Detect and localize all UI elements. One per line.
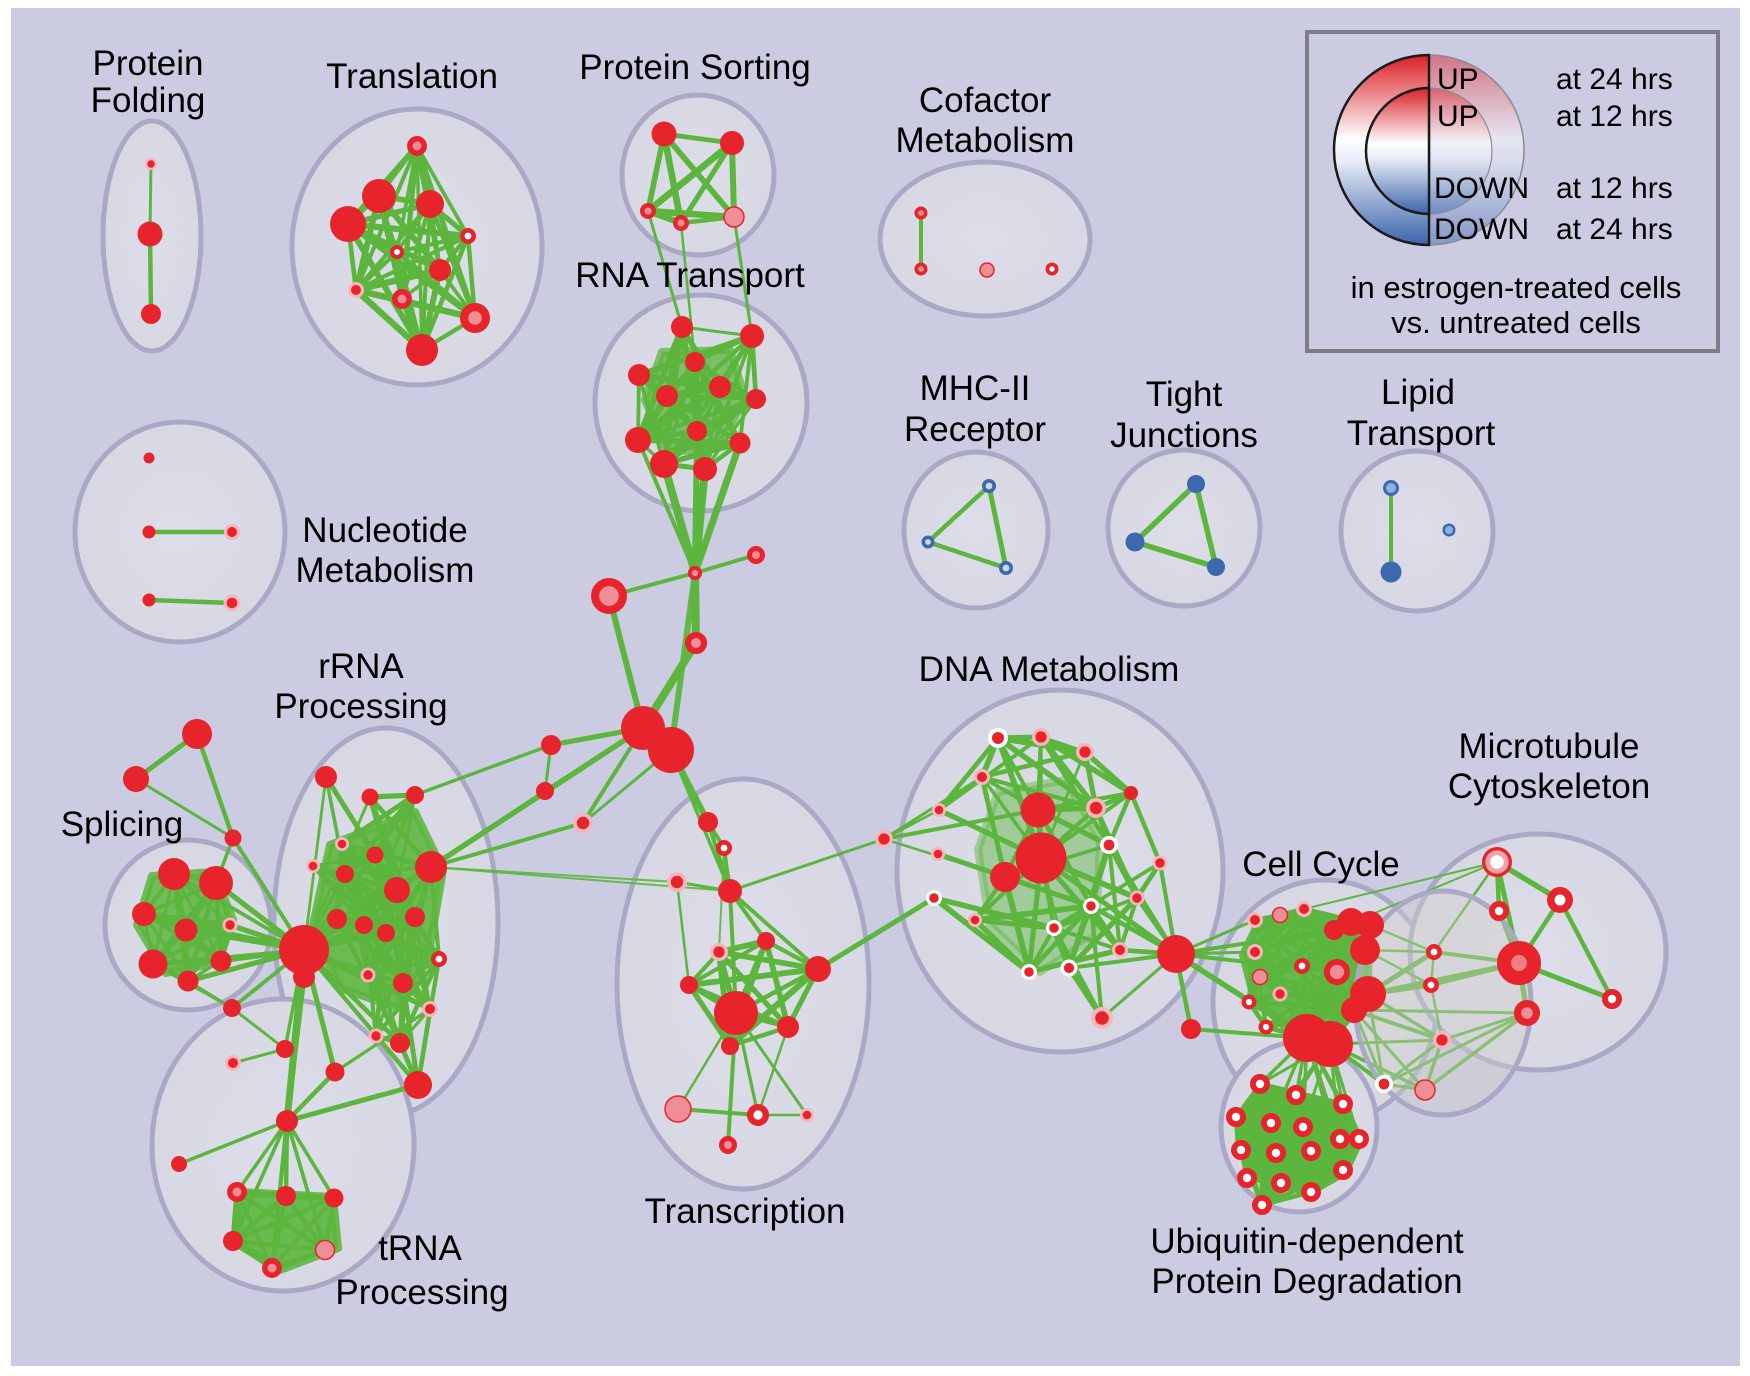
svg-text:at 24 hrs: at 24 hrs (1556, 63, 1673, 96)
svg-text:Metabolism: Metabolism (296, 551, 475, 590)
svg-text:in estrogen-treated cells: in estrogen-treated cells (1351, 270, 1682, 305)
svg-text:Nucleotide: Nucleotide (302, 511, 467, 550)
svg-text:Receptor: Receptor (904, 410, 1046, 449)
svg-text:RNA Transport: RNA Transport (575, 256, 805, 295)
svg-text:Transport: Transport (1347, 414, 1496, 453)
svg-text:Processing: Processing (335, 1273, 508, 1312)
svg-text:Splicing: Splicing (61, 805, 184, 844)
svg-text:MHC-II: MHC-II (920, 369, 1031, 408)
svg-text:Metabolism: Metabolism (896, 121, 1075, 160)
svg-text:Lipid: Lipid (1381, 373, 1455, 412)
svg-text:Junctions: Junctions (1110, 416, 1258, 455)
svg-text:at 12 hrs: at 12 hrs (1556, 100, 1673, 133)
svg-text:vs. untreated cells: vs. untreated cells (1391, 305, 1641, 340)
svg-text:UP: UP (1437, 63, 1479, 96)
svg-text:at 12 hrs: at 12 hrs (1556, 172, 1673, 205)
svg-text:Cytoskeleton: Cytoskeleton (1448, 767, 1650, 806)
svg-text:at 24 hrs: at 24 hrs (1556, 213, 1673, 246)
svg-text:Microtubule: Microtubule (1459, 727, 1640, 766)
svg-text:Protein: Protein (93, 44, 204, 83)
svg-text:tRNA: tRNA (378, 1229, 462, 1268)
svg-text:UP: UP (1437, 100, 1479, 133)
svg-text:rRNA: rRNA (318, 647, 404, 686)
svg-text:Translation: Translation (326, 57, 498, 96)
svg-text:Cell Cycle: Cell Cycle (1242, 845, 1400, 884)
svg-text:Protein Degradation: Protein Degradation (1151, 1262, 1462, 1301)
svg-text:Processing: Processing (274, 687, 447, 726)
svg-text:Ubiquitin-dependent: Ubiquitin-dependent (1150, 1222, 1464, 1261)
svg-text:Folding: Folding (91, 81, 206, 120)
svg-text:Tight: Tight (1146, 375, 1223, 414)
svg-text:DOWN: DOWN (1434, 213, 1529, 246)
svg-text:Cofactor: Cofactor (919, 81, 1052, 120)
svg-text:DOWN: DOWN (1434, 172, 1529, 205)
svg-text:DNA Metabolism: DNA Metabolism (919, 650, 1180, 689)
svg-text:Transcription: Transcription (645, 1192, 846, 1231)
svg-text:Protein Sorting: Protein Sorting (579, 48, 811, 87)
